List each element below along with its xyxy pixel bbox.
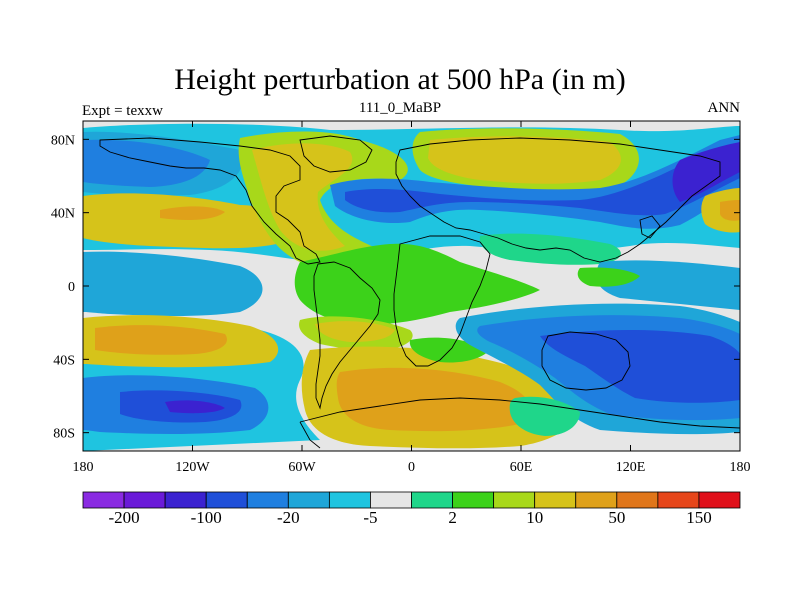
colorbar-label: -200 (108, 508, 140, 527)
colorbar (82, 491, 741, 509)
colorbar-swatch (534, 491, 577, 509)
contour-navy-n (672, 142, 740, 202)
outline-south-america (313, 261, 381, 410)
colorbar-swatch (575, 491, 618, 509)
longitude-axis: 180 120W 60W 0 60E 120E 180 (73, 121, 751, 475)
colorbar-label: -100 (190, 508, 222, 527)
colorbar-label: 10 (526, 508, 544, 527)
outline-japan (639, 215, 661, 239)
contour-green-t (294, 243, 540, 325)
lon-tick-label: 120E (616, 460, 646, 475)
lon-tick-label: 0 (408, 460, 415, 475)
colorbar-swatch (205, 491, 248, 509)
colorbar-swatch (493, 491, 536, 509)
outline-north-america (99, 137, 321, 265)
colorbar-label: 50 (608, 508, 626, 527)
outline-antarctica (299, 397, 740, 429)
contour-teal-n (479, 233, 621, 265)
colorbar-label: 150 (686, 508, 712, 527)
contour-gold-n1 (83, 193, 293, 249)
outline-eurasia (395, 137, 721, 263)
outline-greenland (299, 135, 373, 173)
colorbar-swatch (123, 491, 166, 509)
run-label: 111_0_MaBP (358, 100, 442, 116)
lat-tick-label: 80N (51, 133, 75, 148)
contour-deepblue-n (345, 145, 740, 216)
colorbar-swatch (164, 491, 207, 509)
colorbar-label: -5 (363, 508, 378, 527)
season-label: ANN (707, 100, 741, 116)
lon-tick-label: 60E (510, 460, 533, 475)
contour-navy-s1 (165, 400, 225, 414)
lat-tick-label: 40S (53, 353, 75, 368)
contour-lightblue-t1 (83, 251, 263, 316)
colorbar-swatch (328, 491, 371, 509)
colorbar-swatch (657, 491, 700, 509)
contour-gold-n2 (252, 143, 353, 251)
latitude-axis: 80N 40N 0 40S 80S (51, 133, 740, 442)
lat-tick-label: 80S (53, 427, 75, 442)
experiment-label: Expt = texxw (82, 103, 163, 119)
contour-gold-n3 (428, 136, 621, 184)
contour-green-t2 (577, 267, 640, 287)
colorbar-label: 2 (448, 508, 457, 527)
contour-orange-n2 (720, 200, 740, 221)
lat-tick-label: 0 (68, 280, 75, 295)
outline-australia (541, 331, 631, 391)
lon-tick-label: 60W (288, 460, 316, 475)
lon-tick-label: 180 (73, 460, 94, 475)
colorbar-swatch (246, 491, 289, 509)
colorbar-swatch (616, 491, 659, 509)
continent-outlines (99, 135, 740, 449)
outline-africa (393, 235, 491, 367)
contour-blue-n1 (83, 139, 210, 187)
lon-tick-label: 120W (175, 460, 210, 475)
contour-orange-n1 (160, 206, 225, 220)
colorbar-swatch (452, 491, 495, 509)
colorbar-swatch (82, 491, 125, 509)
contour-gold-s2 (315, 321, 395, 342)
contour-field (83, 121, 740, 451)
colorbar-swatch (411, 491, 453, 509)
colorbar-swatch (698, 491, 741, 509)
colorbar-swatch (370, 491, 412, 509)
lat-tick-label: 40N (51, 207, 75, 222)
outline-antarctic-peninsula (299, 421, 321, 449)
lon-tick-label: 180 (730, 460, 751, 475)
colorbar-label: -20 (276, 508, 300, 527)
colorbar-swatch (287, 491, 330, 509)
contour-orange-s1 (95, 325, 227, 355)
map-title: Height perturbation at 500 hPa (in m) (174, 63, 626, 96)
contour-deepblue-s2 (540, 330, 740, 403)
contour-teal-s (509, 396, 580, 436)
